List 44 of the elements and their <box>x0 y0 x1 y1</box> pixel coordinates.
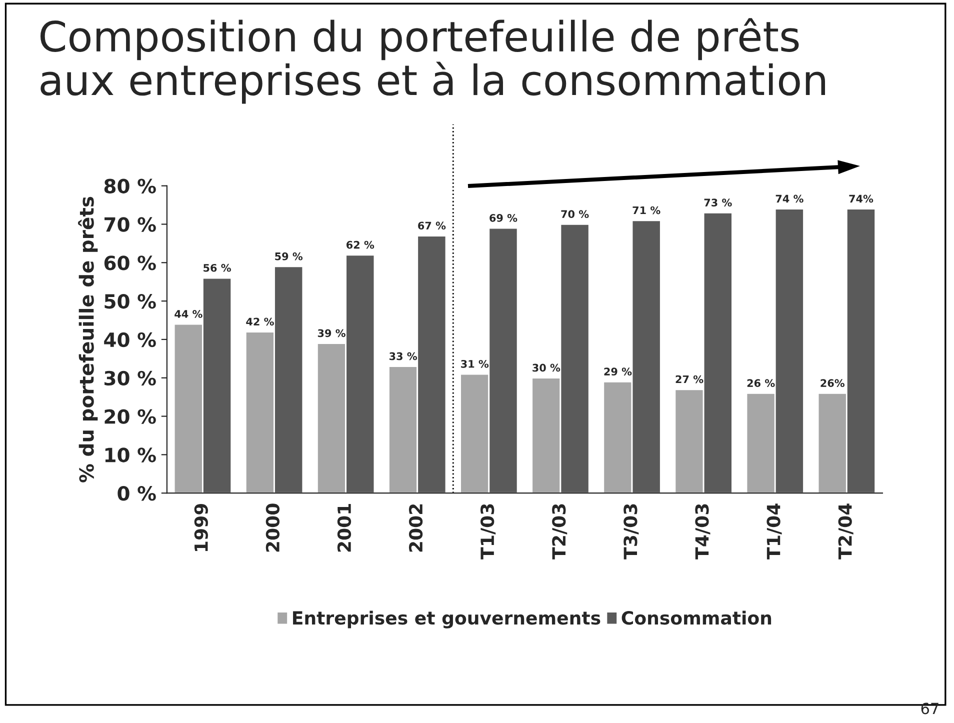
x-tick-label: T3/03 <box>624 504 639 560</box>
text: 67 <box>921 702 938 714</box>
data-label: 26% <box>820 379 844 388</box>
data-label: 44 % <box>174 310 202 318</box>
x-tick-label: T2/04 <box>838 504 854 560</box>
legend-label: Entreprises et gouvernements <box>293 610 600 628</box>
data-label: 27 % <box>676 375 704 384</box>
x-tick-label: 2001 <box>337 504 352 552</box>
data-label: 69 % <box>490 214 518 222</box>
data-label: 59 % <box>275 252 303 260</box>
data-label: 26 % <box>747 379 775 388</box>
x-tick-label: T1/04 <box>766 504 782 560</box>
data-label: 30 % <box>532 364 560 372</box>
y-tick-label: 50 % <box>104 294 156 309</box>
data-label: 31 % <box>461 360 489 368</box>
y-tick-label: 80 % <box>104 178 156 194</box>
x-tick-label: 1999 <box>194 504 208 552</box>
x-tick-label: 2000 <box>266 504 280 552</box>
data-label: 29 % <box>604 368 632 376</box>
data-label: 42 % <box>246 318 274 326</box>
y-tick-label: 10 % <box>105 448 156 462</box>
data-label: 39 % <box>318 329 346 338</box>
y-tick-label: 20 % <box>104 409 156 424</box>
y-tick-label: 70 % <box>104 217 156 232</box>
legend-label: Consommation <box>622 610 772 625</box>
y-axis-title: % du portefeuille de prêts <box>78 196 98 482</box>
y-tick-label: 60 % <box>104 256 156 270</box>
data-label: 71 % <box>632 206 660 214</box>
x-tick-label: T1/03 <box>480 504 496 560</box>
data-label: 33 % <box>389 352 418 360</box>
y-tick-label: 30 % <box>104 370 156 386</box>
data-label: 62 % <box>346 240 374 249</box>
data-label: 74% <box>849 194 874 203</box>
chart-title: Composition du portefeuille de prêts aux entreprises et à la consommation <box>40 18 826 104</box>
data-label: 56 % <box>204 264 231 272</box>
data-label: 74 % <box>776 194 804 203</box>
y-tick-label: 40 % <box>104 332 156 348</box>
x-tick-label: T2/03 <box>552 504 568 560</box>
data-label: 73 % <box>704 198 732 207</box>
x-tick-label: 2002 <box>408 504 423 552</box>
data-label: 70 % <box>561 210 589 218</box>
x-tick-label: T4/03 <box>695 504 710 560</box>
data-label: 67 % <box>418 222 446 230</box>
y-tick-label: 0 % <box>118 486 156 501</box>
